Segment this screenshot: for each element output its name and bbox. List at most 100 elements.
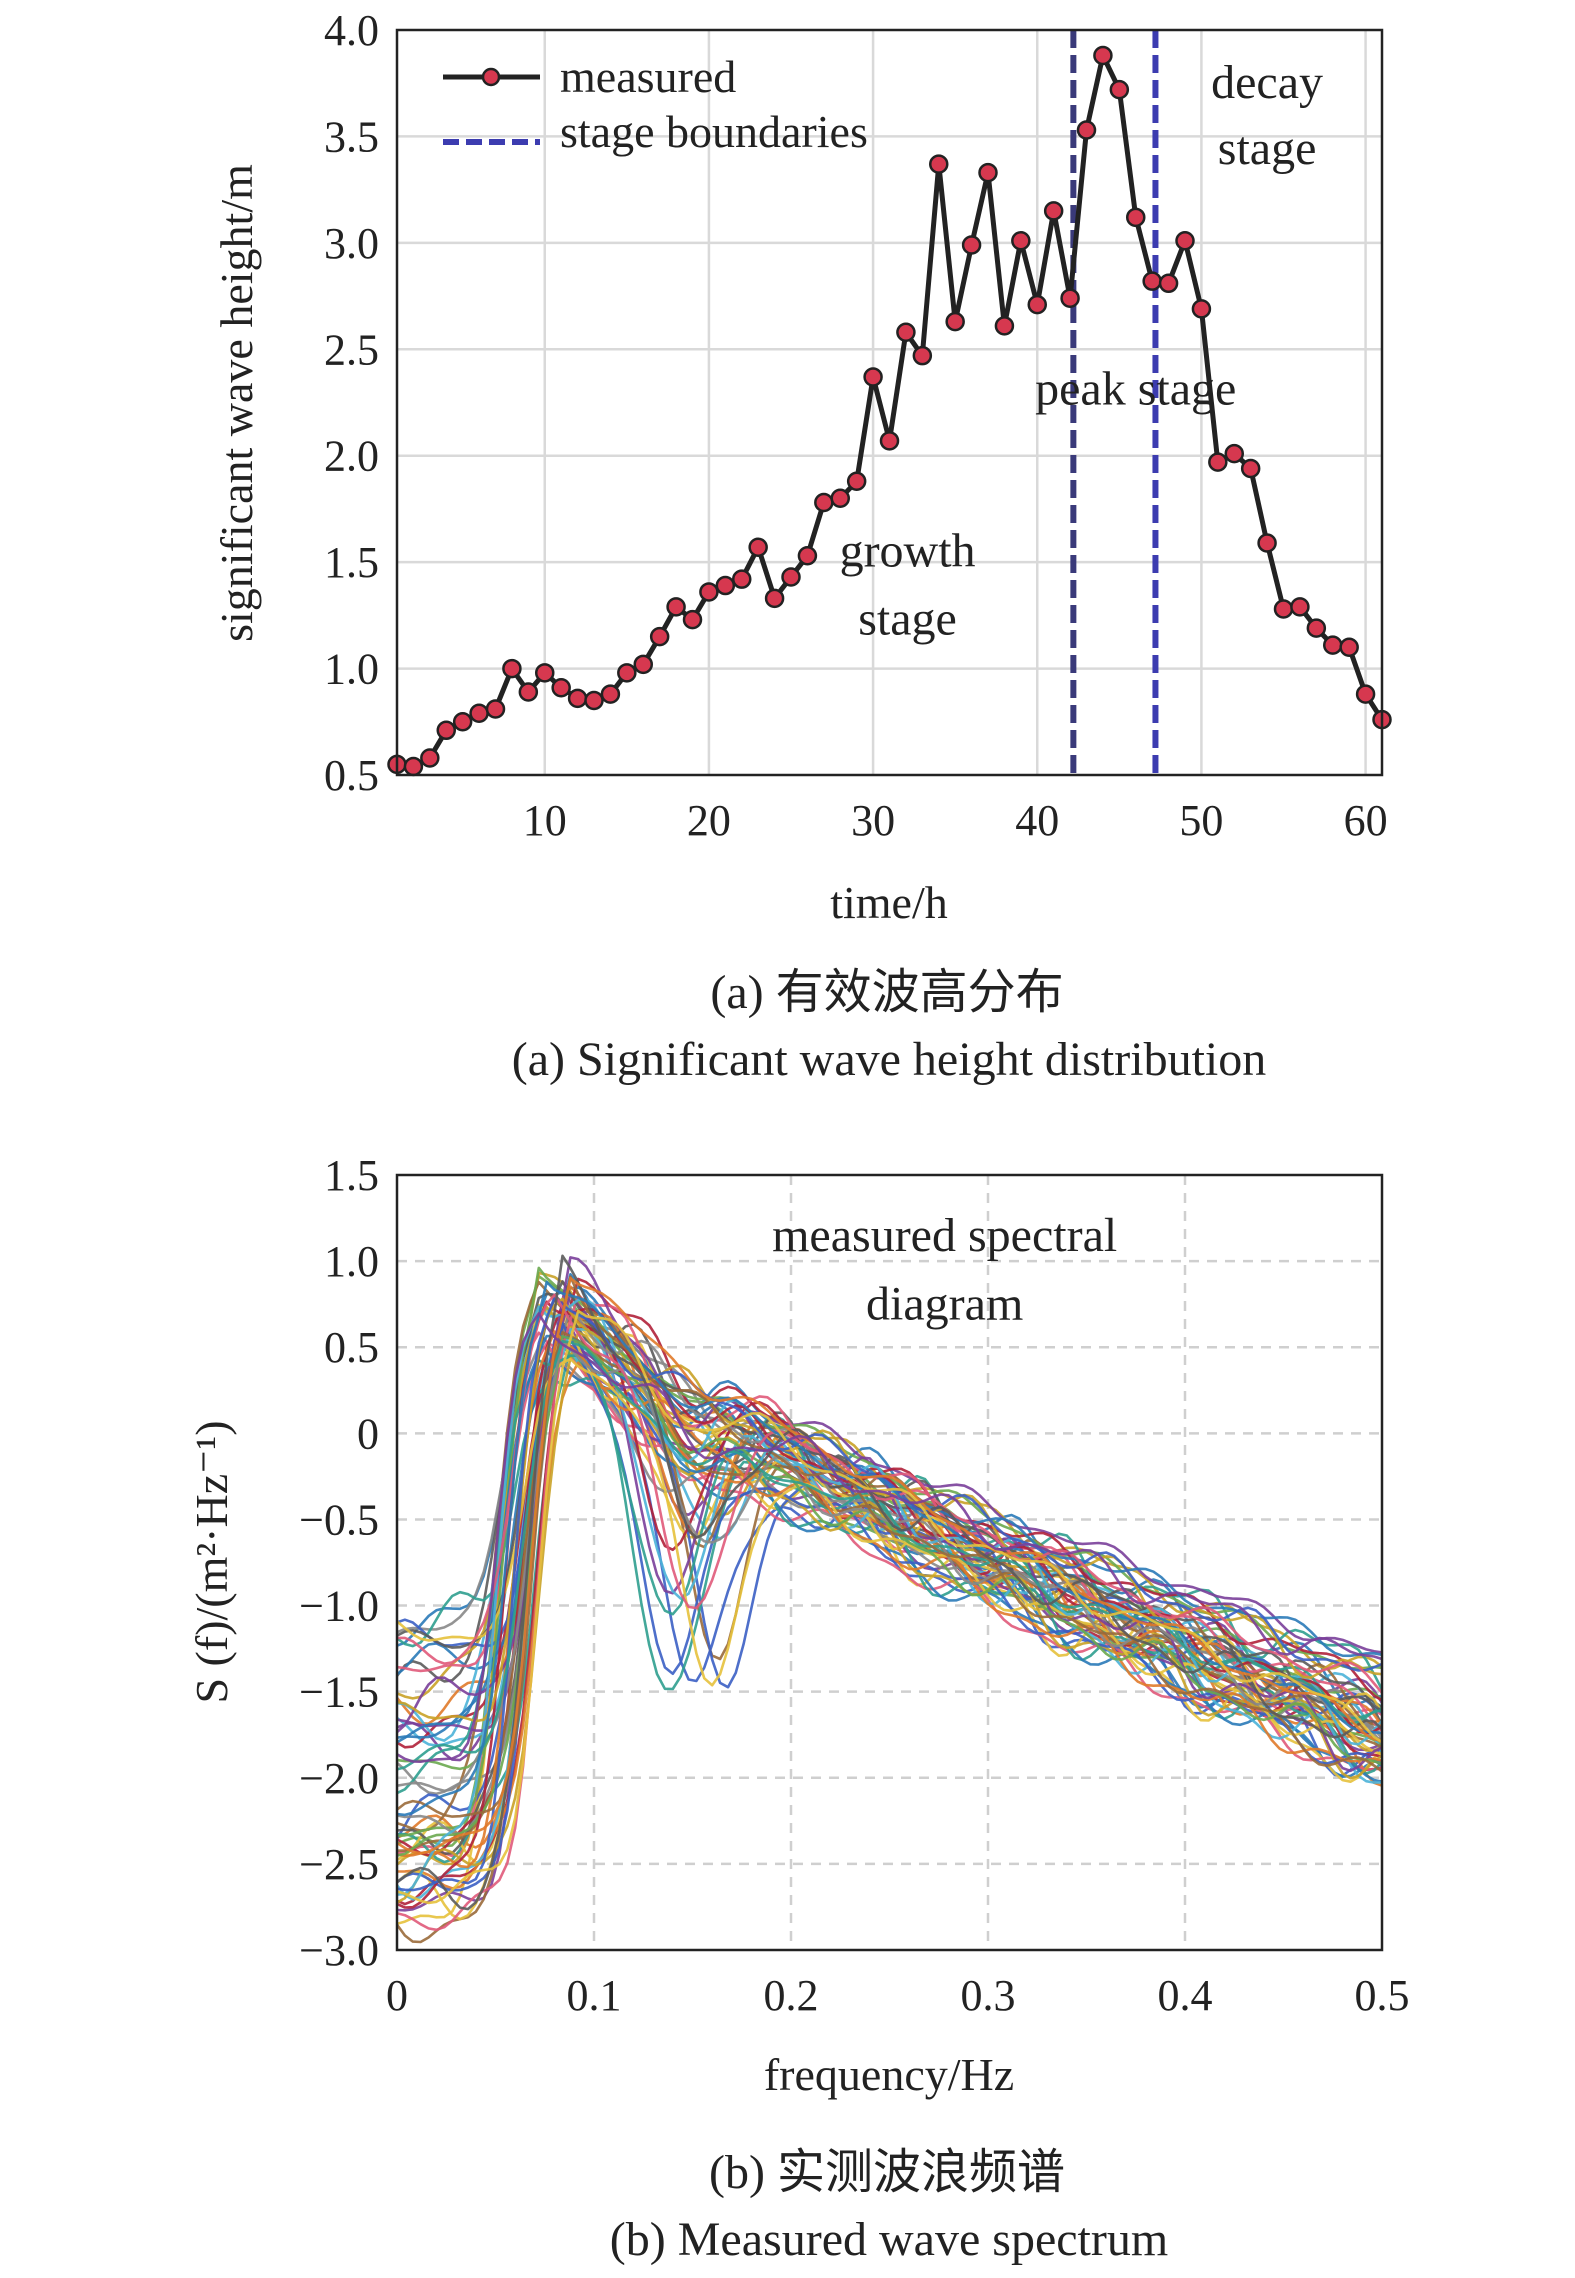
measured-point (518, 682, 539, 702)
measured-point (403, 756, 424, 777)
chart-b-y-tick-label: −2.0 (299, 1754, 379, 1803)
chart-a-y-tick-label: 3.5 (324, 112, 379, 161)
measured-point (764, 588, 785, 609)
caption-a-zh: (a) 有效波高分布 (710, 966, 1063, 1019)
measured-point (1208, 452, 1228, 472)
chart-a-x-axis-label: time/h (830, 877, 948, 928)
measured-point (633, 654, 653, 675)
chart-a-annotation: stage (858, 593, 957, 646)
measured-point (1339, 637, 1359, 658)
spectrum-curve (397, 1330, 1382, 1904)
chart-b-y-tick-label: 0.5 (324, 1323, 379, 1372)
caption-b-zh: (b) 实测波浪频谱 (709, 2146, 1065, 2199)
chart-a-annotation: decay (1211, 56, 1323, 109)
chart-a-y-tick-label: 4.0 (324, 6, 379, 55)
measured-point (912, 345, 933, 366)
measured-point (879, 431, 900, 451)
measured-point (1093, 45, 1113, 66)
measured-point (1290, 597, 1310, 617)
chart-b-x-tick-label: 0 (386, 1971, 408, 2020)
measured-point (961, 235, 982, 255)
measured-point (617, 663, 637, 683)
measured-point (1126, 207, 1146, 228)
measured-point (929, 154, 949, 174)
measured-point (1224, 443, 1244, 464)
measured-point (1158, 273, 1179, 294)
chart-b-x-tick-label: 0.1 (567, 1971, 622, 2020)
chart-a-x-tick-label: 10 (523, 796, 567, 845)
measured-point (994, 316, 1015, 336)
chart-a-legend: measured stage boundaries (443, 51, 868, 157)
spectrum-curve (397, 1293, 1382, 1694)
chart-a-y-tick-label: 3.0 (324, 219, 379, 268)
measured-point (551, 677, 571, 698)
chart-a-annotation: peak stage (1035, 363, 1236, 416)
chart-a-x-tick-label: 20 (687, 796, 731, 845)
chart-b-y-tick-label: −1.0 (299, 1582, 379, 1631)
chart-b-tick-labels: 0 0.1 0.2 0.3 0.4 0.5 1.5 1.0 0.5 0 −0.5 −1.0 −1.5 −2… (299, 1151, 1409, 2020)
chart-b-y-tick-label: 1.5 (324, 1151, 379, 1200)
chart-a: 10 20 30 40 50 60 0.5 1.0 1.5 2.0 2.5 3.0 3.5 4.0 dec… (211, 6, 1392, 928)
measured-point (1323, 635, 1343, 655)
spectrum-curve (397, 1300, 1382, 1909)
measured-point (1011, 230, 1031, 251)
measured-point (1109, 79, 1130, 100)
measured-point (436, 720, 456, 741)
chart-a-x-tick-label: 30 (851, 796, 895, 845)
measured-point (1076, 120, 1097, 140)
measured-point (1191, 299, 1212, 319)
measured-point (863, 367, 883, 387)
measured-point (978, 162, 998, 183)
measured-point (452, 712, 473, 732)
spectrum-curve (397, 1357, 1382, 1756)
chart-b-y-tick-label: 1.0 (324, 1237, 379, 1286)
legend-boundary-label: stage boundaries (560, 106, 868, 157)
chart-a-annotations: decay stage peak stage growth stage (840, 56, 1323, 645)
chart-b-x-tick-label: 0.5 (1355, 1971, 1410, 2020)
measured-point (732, 569, 752, 589)
measured-point (584, 690, 604, 711)
spectrum-curve (397, 1254, 1382, 1911)
measured-point (846, 471, 867, 492)
measured-point (830, 488, 850, 509)
measured-point (600, 684, 621, 704)
chart-b-x-axis-label: frequency/Hz (764, 2049, 1014, 2100)
measured-point (666, 597, 686, 617)
measured-point (1060, 288, 1080, 308)
chart-b-y-tick-label: −2.5 (299, 1840, 379, 1889)
spectrum-curve (397, 1312, 1382, 1763)
chart-b-frame (395, 1173, 1384, 1952)
chart-a-series (387, 45, 1392, 777)
chart-b-series (397, 1254, 1382, 1944)
caption-b-en: (b) Measured wave spectrum (610, 2213, 1168, 2266)
measured-point (682, 609, 703, 630)
chart-b: 0 0.1 0.2 0.3 0.4 0.5 1.5 1.0 0.5 0 −0.5 −1.0 −1.5 −2… (186, 1151, 1410, 2100)
chart-a-y-tick-label: 1.5 (324, 538, 379, 587)
legend-measured-marker (481, 67, 501, 87)
chart-b-x-tick-label: 0.3 (961, 1971, 1016, 2020)
measured-point (797, 546, 818, 566)
measured-point (1306, 618, 1327, 638)
chart-b-x-tick-label: 0.2 (764, 1971, 819, 2020)
measured-point (781, 567, 801, 587)
spectrum-curve (397, 1276, 1382, 1855)
measured-point (814, 492, 834, 513)
chart-a-annotation: growth (840, 524, 976, 577)
measured-point (1142, 271, 1162, 291)
measured-point (1273, 599, 1294, 619)
caption-a-en: (a) Significant wave height distribution (512, 1033, 1267, 1086)
chart-a-grid (397, 30, 1382, 775)
chart-b-annotation: diagram (866, 1278, 1023, 1331)
measured-point (1043, 201, 1064, 221)
spectrum-curve (397, 1309, 1382, 1905)
chart-a-y-tick-label: 2.0 (324, 432, 379, 481)
chart-a-y-axis-label: significant wave height/m (211, 164, 262, 642)
chart-a-annotation: stage (1218, 122, 1317, 175)
measured-point (567, 688, 588, 709)
measured-point (649, 626, 670, 647)
chart-b-y-tick-label: −1.5 (299, 1668, 379, 1717)
chart-a-frame (395, 28, 1384, 777)
measured-point (1355, 684, 1376, 704)
chart-b-y-tick-label: −3.0 (299, 1926, 379, 1975)
